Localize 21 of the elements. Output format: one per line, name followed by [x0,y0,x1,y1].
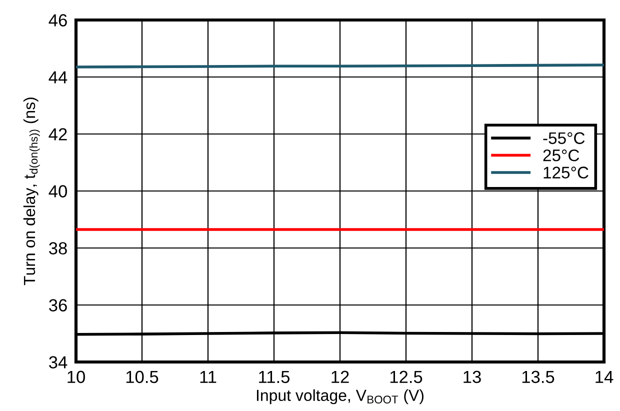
x-tick-label: 11 [200,370,216,383]
y-tick-label: 42 [48,128,67,140]
x-tick-label: 13.5 [522,370,554,384]
y-tick-label: 38 [49,242,67,254]
y-axis-title: Turn on delay, t$_{d(on(hs))}$ (ns) [23,98,40,286]
x-tick-label: 14 [596,370,614,383]
x-tick-label: 13 [464,370,481,384]
x-tick-label: 11.5 [259,370,290,384]
x-tick-label: 12 [332,370,349,383]
y-tick-label: 46 [48,14,67,26]
y-tick-label: 34 [49,356,68,368]
legend-label: -55°C [543,132,585,144]
x-axis-title: Input voltage, V$_{BOOT}$ (V) [256,389,424,404]
y-tick-label: 36 [49,299,67,312]
y-tick-label: 40 [48,185,67,198]
y-tick-label: 44 [48,71,68,84]
x-tick-label: 10 [68,370,85,384]
x-tick-label: 10.5 [126,370,158,384]
legend-label: 25°C [543,149,580,162]
x-tick-label: 12.5 [390,370,422,384]
legend-label: 125°C [544,166,588,178]
